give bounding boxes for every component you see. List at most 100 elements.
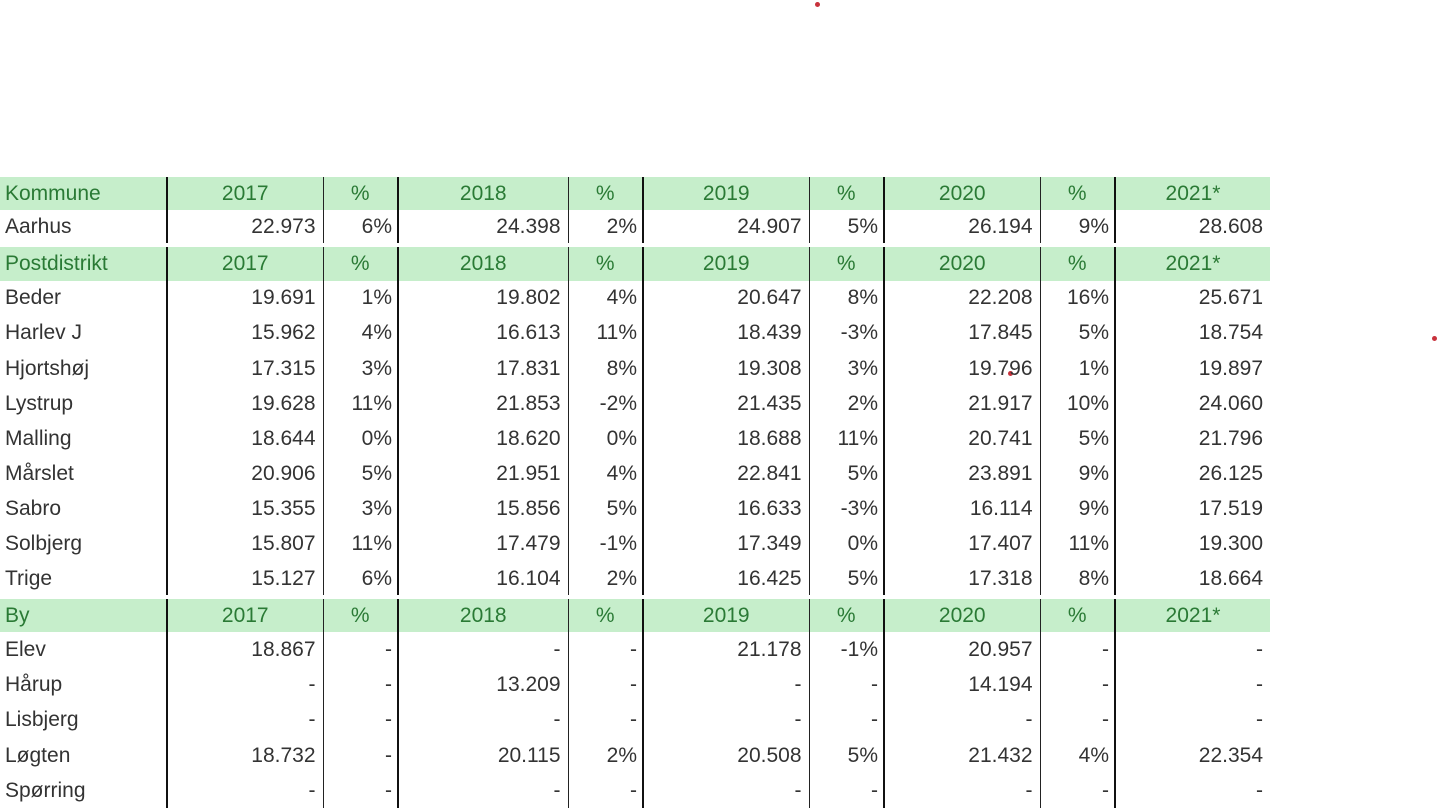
column-header-cell[interactable]: 2018 — [398, 245, 569, 281]
value-cell[interactable]: 20.741 — [884, 421, 1041, 457]
value-cell[interactable]: 26.194 — [884, 210, 1041, 246]
value-cell[interactable]: 19.802 — [398, 280, 569, 316]
value-cell[interactable]: 16.633 — [643, 491, 810, 527]
percent-cell[interactable]: - — [323, 702, 399, 738]
value-cell[interactable]: 21.917 — [884, 386, 1041, 422]
row-name-cell[interactable]: Lystrup — [0, 386, 168, 422]
percent-cell[interactable]: 3% — [809, 350, 885, 387]
row-name-cell[interactable]: Beder — [0, 280, 168, 316]
row-name-cell[interactable]: Trige — [0, 562, 168, 598]
value-cell[interactable]: 17.407 — [884, 526, 1041, 563]
value-cell[interactable]: 17.479 — [398, 526, 569, 563]
value-cell[interactable]: 17.315 — [167, 350, 324, 387]
value-cell[interactable]: 18.664 — [1198, 566, 1263, 590]
value-cell[interactable]: 22.973 — [167, 210, 324, 246]
percent-cell[interactable]: - — [1040, 632, 1116, 668]
percent-cell[interactable]: 2% — [568, 562, 644, 598]
row-name-cell[interactable]: Solbjerg — [0, 526, 168, 563]
column-header-cell[interactable]: % — [1040, 175, 1116, 211]
percent-cell[interactable]: - — [568, 632, 644, 668]
percent-cell[interactable]: 11% — [809, 421, 885, 457]
row-name-cell[interactable]: Elev — [0, 632, 168, 668]
value-cell[interactable]: 20.906 — [167, 456, 324, 492]
column-header-cell[interactable]: % — [323, 597, 399, 633]
value-cell[interactable]: - — [398, 702, 569, 738]
value-cell[interactable]: 22.841 — [643, 456, 810, 492]
value-cell[interactable]: 21.178 — [643, 632, 810, 668]
value-cell[interactable]: 19.691 — [167, 280, 324, 316]
value-cell[interactable]: 21.853 — [398, 386, 569, 422]
value-cell[interactable]: - — [643, 702, 810, 738]
value-cell[interactable]: 17.831 — [398, 350, 569, 387]
percent-cell[interactable]: - — [323, 773, 399, 808]
column-header-cell[interactable]: % — [809, 175, 885, 211]
percent-cell[interactable]: - — [323, 738, 399, 774]
value-cell[interactable]: - — [1256, 778, 1263, 802]
value-cell[interactable]: 16.104 — [398, 562, 569, 598]
column-header-cell[interactable]: % — [1040, 597, 1116, 633]
percent-cell[interactable]: 4% — [323, 315, 399, 351]
column-header-cell[interactable]: % — [809, 245, 885, 281]
value-cell[interactable]: 28.608 — [1198, 214, 1263, 238]
percent-cell[interactable]: 4% — [1040, 738, 1116, 774]
value-cell[interactable]: 17.845 — [884, 315, 1041, 351]
value-cell[interactable]: 24.060 — [1198, 391, 1263, 415]
percent-cell[interactable]: - — [809, 667, 885, 703]
percent-cell[interactable]: 1% — [323, 280, 399, 316]
value-cell[interactable]: 15.127 — [167, 562, 324, 598]
column-header-cell[interactable]: 2019 — [643, 245, 810, 281]
percent-cell[interactable]: 6% — [323, 210, 399, 246]
percent-cell[interactable]: 8% — [568, 350, 644, 387]
percent-cell[interactable]: 11% — [323, 386, 399, 422]
percent-cell[interactable]: -3% — [809, 491, 885, 527]
column-header-cell[interactable]: 2018 — [398, 175, 569, 211]
value-cell[interactable]: - — [167, 702, 324, 738]
column-header-cell[interactable]: % — [568, 597, 644, 633]
percent-cell[interactable]: - — [568, 702, 644, 738]
value-cell[interactable]: 15.355 — [167, 491, 324, 527]
value-cell[interactable]: 22.354 — [1198, 743, 1263, 767]
value-cell[interactable]: 15.856 — [398, 491, 569, 527]
value-cell[interactable]: - — [398, 773, 569, 808]
percent-cell[interactable]: 11% — [323, 526, 399, 563]
percent-cell[interactable]: -3% — [809, 315, 885, 351]
value-cell[interactable]: 19.628 — [167, 386, 324, 422]
value-cell[interactable]: 19.308 — [643, 350, 810, 387]
percent-cell[interactable]: - — [1040, 702, 1116, 738]
value-cell[interactable]: 21.951 — [398, 456, 569, 492]
value-cell[interactable]: 20.115 — [398, 738, 569, 774]
value-cell[interactable]: - — [884, 702, 1041, 738]
column-header-cell[interactable]: 2020 — [884, 245, 1041, 281]
percent-cell[interactable]: 10% — [1040, 386, 1116, 422]
value-cell[interactable]: 17.318 — [884, 562, 1041, 598]
column-header-cell[interactable]: 2018 — [398, 597, 569, 633]
value-cell[interactable]: 21.432 — [884, 738, 1041, 774]
percent-cell[interactable]: 5% — [809, 738, 885, 774]
row-name-cell[interactable]: Løgten — [0, 738, 168, 774]
percent-cell[interactable]: - — [809, 702, 885, 738]
value-cell[interactable]: - — [884, 773, 1041, 808]
value-cell[interactable]: 26.125 — [1198, 462, 1263, 486]
percent-cell[interactable]: 0% — [568, 421, 644, 457]
percent-cell[interactable]: - — [323, 667, 399, 703]
percent-cell[interactable]: 5% — [323, 456, 399, 492]
column-header-cell[interactable]: % — [323, 245, 399, 281]
column-header-cell[interactable]: 2017 — [167, 245, 324, 281]
column-header-cell[interactable]: 2017 — [167, 175, 324, 211]
column-header-cell[interactable]: % — [568, 245, 644, 281]
value-cell[interactable]: 18.754 — [1198, 321, 1263, 345]
row-name-cell[interactable]: Lisbjerg — [0, 702, 168, 738]
column-header-cell[interactable]: % — [809, 597, 885, 633]
percent-cell[interactable]: 5% — [809, 210, 885, 246]
percent-cell[interactable]: -1% — [568, 526, 644, 563]
percent-cell[interactable]: 6% — [323, 562, 399, 598]
value-cell[interactable]: - — [643, 773, 810, 808]
row-name-cell[interactable]: Mårslet — [0, 456, 168, 492]
percent-cell[interactable]: - — [1040, 773, 1116, 808]
column-header-cell[interactable]: 2021* — [1115, 175, 1270, 211]
row-name-cell[interactable]: Aarhus — [0, 210, 168, 246]
percent-cell[interactable]: 11% — [568, 315, 644, 351]
column-header-cell[interactable]: 2020 — [884, 597, 1041, 633]
percent-cell[interactable]: 2% — [809, 386, 885, 422]
percent-cell[interactable]: 5% — [1040, 421, 1116, 457]
